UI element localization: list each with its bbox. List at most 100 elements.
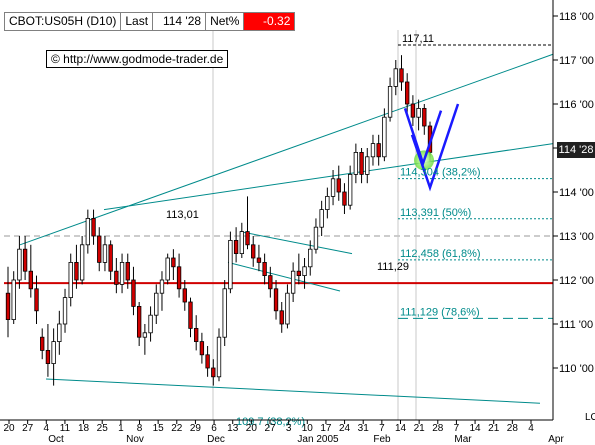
candle-body: [194, 327, 199, 342]
candle: [273, 280, 279, 320]
candle-body: [302, 266, 307, 276]
candle-body: [85, 217, 91, 246]
annotation-fib-382: 114,304 (38,2%): [400, 167, 481, 179]
x-month-label: Apr: [548, 434, 564, 445]
candle: [205, 346, 210, 377]
candle: [399, 55, 404, 91]
candle-body: [376, 143, 381, 158]
x-month-label: Oct: [48, 434, 64, 445]
candle: [91, 209, 96, 245]
y-tick-label: 118 '00: [559, 11, 594, 23]
candle-body: [359, 151, 364, 175]
net-value: -0.32: [244, 13, 295, 30]
x-day-label: 25: [97, 423, 109, 434]
x-day-label: 18: [78, 423, 90, 434]
x-day-label: 27: [22, 423, 34, 434]
x-day-label: 4: [528, 423, 534, 434]
x-day-label: 31: [358, 423, 370, 434]
candle: [353, 143, 359, 184]
candle-body: [148, 314, 153, 334]
lower-trendline: [45, 378, 541, 404]
candle-body: [165, 257, 170, 281]
candle: [17, 236, 22, 289]
x-day-label: 20: [3, 423, 15, 434]
candle: [222, 280, 227, 346]
last-label: Last: [121, 13, 154, 30]
candle-body: [416, 108, 421, 118]
candle: [188, 297, 193, 338]
candle: [182, 280, 187, 311]
annotation-fib-786: 111,129 (78,6%): [400, 306, 480, 318]
candle-body: [114, 270, 119, 285]
x-day-label: 11: [60, 423, 71, 434]
candle-body: [91, 217, 96, 237]
candle: [347, 165, 353, 210]
x-day-label: 14: [470, 423, 482, 434]
candle: [233, 227, 239, 263]
candle: [262, 253, 267, 285]
candle: [74, 244, 79, 289]
candle: [376, 134, 381, 166]
candle-body: [422, 108, 427, 127]
candle-body: [370, 143, 376, 158]
x-day-label: 13: [227, 423, 239, 434]
x-day-label: 29: [190, 423, 202, 434]
candle: [405, 73, 410, 113]
upper-trendline: [19, 53, 554, 246]
x-day-label: 14: [395, 423, 407, 434]
candle: [382, 108, 387, 162]
candle: [211, 359, 216, 386]
x-day-label: 22: [171, 423, 183, 434]
candle-body: [330, 178, 336, 197]
candle: [11, 271, 16, 324]
candle: [228, 231, 233, 294]
candle-body: [108, 244, 113, 272]
candle-body: [97, 235, 102, 263]
y-tick-label: 112 '00: [559, 275, 594, 287]
candle-body: [136, 305, 142, 338]
candle-body: [399, 68, 404, 83]
candle-body: [211, 367, 216, 378]
candle-body: [159, 279, 165, 294]
candle: [290, 262, 296, 302]
candle-body: [40, 336, 45, 351]
candle-body: [245, 231, 250, 246]
candle: [102, 236, 108, 272]
candle-body: [79, 244, 85, 281]
candle: [40, 328, 45, 360]
x-day-label: 21: [488, 423, 500, 434]
candle: [416, 99, 421, 131]
candle-body: [125, 261, 130, 281]
x-month-label: Jan 2005: [297, 434, 339, 445]
candle: [68, 253, 73, 307]
candle-body: [285, 292, 290, 325]
y-tick-label: 114 '00: [559, 187, 594, 199]
candle-body: [353, 151, 359, 175]
x-day-label: 6: [211, 423, 217, 434]
candle-body: [325, 195, 330, 210]
candle: [308, 240, 313, 276]
candle: [154, 284, 159, 324]
flag-lower-line: [227, 261, 341, 292]
candle: [51, 328, 56, 386]
candle-body: [119, 261, 125, 285]
candle-body: [256, 257, 262, 263]
x-day-label: 21: [414, 423, 426, 434]
candle-body: [308, 248, 313, 268]
annotation-bottom: 109,7 (38,2%): [236, 416, 305, 428]
candle: [148, 306, 153, 342]
candle-body: [296, 270, 302, 277]
candle-body: [57, 323, 62, 343]
candle: [159, 271, 165, 311]
candle: [79, 236, 85, 285]
candle: [216, 328, 222, 382]
current-price-tag: 114 '28: [557, 142, 595, 158]
candle-body: [382, 116, 387, 158]
candle: [365, 148, 370, 184]
candle: [45, 324, 51, 377]
candle: [176, 253, 182, 298]
candle-body: [387, 86, 393, 118]
candle-body: [336, 178, 341, 193]
candle: [302, 258, 307, 289]
candle: [125, 253, 130, 289]
